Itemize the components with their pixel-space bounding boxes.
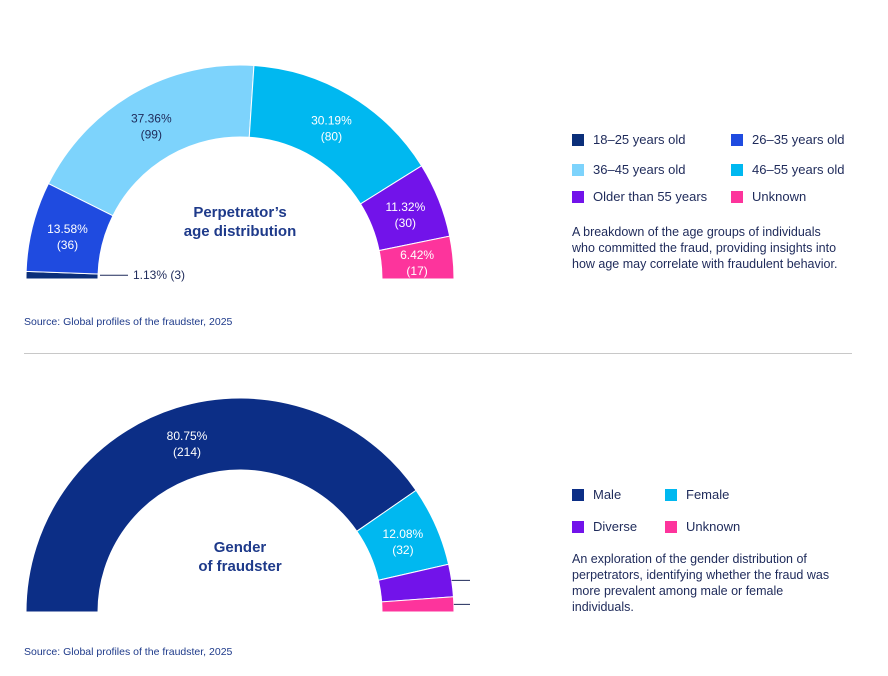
data-label-count-unknown: (17) (406, 264, 427, 278)
data-label-18-25-years-old: 1.13% (3) (133, 268, 185, 282)
legend-item-female: Female (665, 487, 729, 502)
legend-label: 18–25 years old (593, 132, 686, 147)
data-label-count-36-45-years-old: (99) (141, 128, 162, 142)
legend-item-unknown: Unknown (731, 189, 806, 204)
legend-item-male: Male (572, 487, 621, 502)
legend-label: 46–55 years old (752, 162, 845, 177)
age-title-line2: age distribution (183, 223, 297, 240)
gender-chart: 80.75%(214)12.08%(32)4.91% (13)2.26% (6) (25, 397, 470, 613)
age-chart-description: A breakdown of the age groups of individ… (572, 225, 838, 271)
data-label-percent-older-than-55-years: 11.32% (385, 200, 425, 214)
data-label-count-46-55-years-old: (80) (321, 129, 342, 143)
slice-unknown (378, 235, 455, 280)
data-label-percent-46-55-years-old: 30.19% (311, 113, 352, 127)
legend-label: Unknown (686, 519, 741, 534)
legend-item-36-45: 36–45 years old (572, 162, 686, 177)
slice-male (25, 397, 417, 613)
legend-swatch (731, 133, 743, 146)
data-label-count-older-than-55-years: (30) (395, 216, 416, 230)
legend-item-26-35: 26–35 years old (731, 132, 845, 147)
age-chart-center-title: Perpetrator’s age distribution (170, 203, 310, 241)
legend-label: 26–35 years old (752, 132, 845, 147)
gender-title-line1: Gender (213, 539, 267, 556)
gender-title-line2: of fraudster (198, 558, 282, 575)
age-title-line1: Perpetrator’s (193, 204, 287, 221)
data-label-percent-male: 80.75% (167, 429, 208, 443)
legend-item-18-25: 18–25 years old (572, 132, 686, 147)
legend-label: Female (686, 487, 730, 502)
legend-swatch (665, 520, 677, 533)
legend-swatch (572, 520, 584, 533)
data-label-count-male: (214) (173, 445, 201, 459)
legend-label: 36–45 years old (593, 162, 686, 177)
legend-label: Diverse (593, 519, 638, 534)
age-chart-source: Source: Global profiles of the fraudster… (24, 316, 233, 328)
legend-swatch (572, 133, 584, 146)
legend-swatch (572, 190, 584, 203)
legend-item-diverse: Diverse (572, 519, 637, 534)
data-label-percent-36-45-years-old: 37.36% (131, 112, 172, 126)
legend-swatch (731, 163, 743, 176)
legend-swatch (572, 163, 584, 176)
gender-chart-source: Source: Global profiles of the fraudster… (24, 646, 233, 658)
data-label-count-26-35-years-old: (36) (57, 238, 78, 252)
legend-label: Unknown (752, 189, 807, 204)
legend-item-unknown-gender: Unknown (665, 519, 740, 534)
gender-chart-center-title: Gender of fraudster (170, 538, 310, 576)
legend-label: Older than 55 years (593, 189, 708, 204)
legend-item-older-55: Older than 55 years (572, 189, 707, 204)
age-distribution-chart: 1.13% (3) 13.58% (36) 37.36% (99) 30.19% (80) 1… (25, 64, 455, 282)
data-label-count-female: (32) (392, 543, 413, 557)
legend-label: Male (593, 487, 622, 502)
data-label-percent-26-35-years-old: 13.58% (47, 222, 88, 236)
legend-swatch (731, 190, 743, 203)
legend-swatch (572, 488, 584, 501)
data-label-percent-unknown: 6.42% (400, 248, 434, 262)
slice-unknown (381, 596, 455, 613)
legend-item-46-55: 46–55 years old (731, 162, 845, 177)
gender-chart-description: An exploration of the gender distributio… (572, 552, 830, 614)
section-divider (24, 353, 852, 354)
data-label-percent-female: 12.08% (383, 527, 424, 541)
legend-swatch (665, 488, 677, 501)
